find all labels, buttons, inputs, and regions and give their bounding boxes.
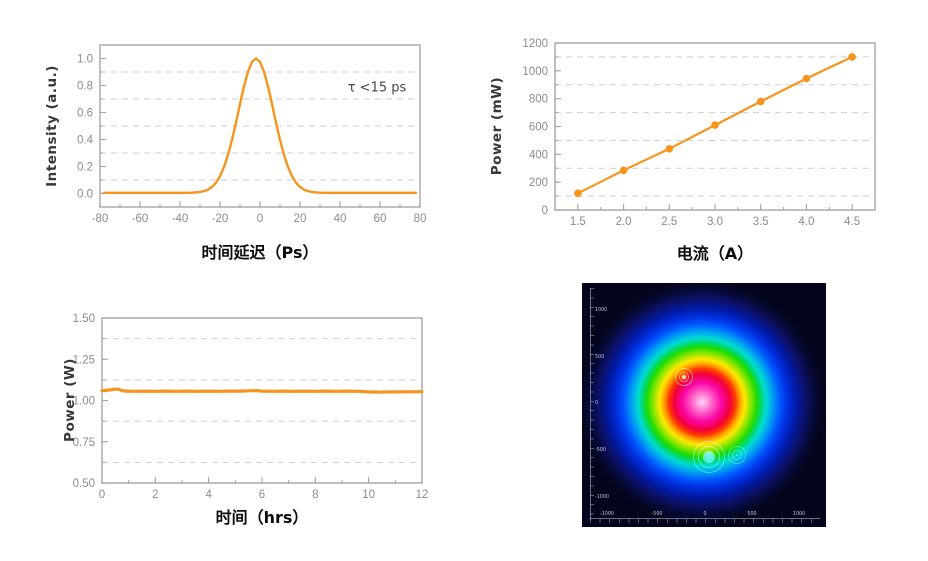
x-tick-label: 2 <box>152 489 158 501</box>
x-tick-label: 8 <box>312 489 318 501</box>
x-tick-label: 60 <box>374 213 387 225</box>
chart-power-stability: 0 2 4 6 8 10 12 0.50 0.75 1.00 1.25 1.50 <box>73 313 429 501</box>
x-tick-label: 3.5 <box>753 216 769 228</box>
beam-x-tick-label: -500 <box>651 510 663 517</box>
beam-y-axis-line <box>590 288 591 520</box>
x-tick-label: 2.5 <box>661 216 677 228</box>
x-tick-label: 1.5 <box>570 216 586 228</box>
data-point <box>574 189 582 198</box>
y-tick-label: 1.00 <box>73 396 95 408</box>
beam-y-tick-label: 500 <box>595 353 605 360</box>
y-tick-label: 1.50 <box>73 313 95 325</box>
x-tick-label: 12 <box>416 489 429 501</box>
beam-y-tick-label: -1000 <box>595 493 609 500</box>
x-axis-title-power-stability: 时间（hrs） <box>215 508 309 527</box>
data-point <box>802 74 811 83</box>
y-tick-label: 1.0 <box>77 54 93 66</box>
x-tick-label: -20 <box>212 213 229 225</box>
y-tick-label: 200 <box>529 177 548 189</box>
y-axis-title-power-current: Power (mW) <box>489 76 505 176</box>
plot-frame <box>101 317 423 484</box>
x-axis-title-autocorrelation: 时间延迟（Ps） <box>201 243 319 262</box>
y-tick-label: 0.75 <box>73 437 95 449</box>
beam-x-tick-label: 500 <box>747 510 757 517</box>
x-tick-label: -40 <box>172 213 189 225</box>
x-tick-label: 80 <box>414 213 427 225</box>
data-point <box>756 97 765 106</box>
series-pulse-intensity <box>102 57 418 195</box>
interference-ring-bottom-right <box>725 443 749 467</box>
x-tick-label: 0 <box>257 213 263 225</box>
x-tick-label: 0 <box>99 489 105 501</box>
y-tick-label: 0 <box>542 205 548 217</box>
x-tick-label: 20 <box>294 213 307 225</box>
beam-x-tick-label: -1000 <box>600 510 614 517</box>
x-tick-label: 40 <box>334 213 347 225</box>
y-axis-title-power-stability: Power (W) <box>62 358 78 442</box>
beam-y-tick-label: -500 <box>595 446 606 453</box>
data-point <box>848 53 856 61</box>
y-tick-label: 0.2 <box>77 162 93 174</box>
x-tick-label: 4.0 <box>798 216 814 228</box>
chart-autocorrelation: -80 -60 -40 -20 0 20 40 60 80 0.0 0.2 0.4 0.6 0.8 1.0 <box>77 44 427 225</box>
x-tick-label: 4.5 <box>844 216 860 228</box>
x-axis-title-power-current: 电流（A） <box>676 244 754 263</box>
y-tick-label: 400 <box>529 149 548 161</box>
y-tick-label: 0.50 <box>73 478 95 490</box>
y-tick-label: 600 <box>529 122 548 134</box>
y-tick-label: 1200 <box>522 38 548 50</box>
data-point <box>665 145 674 153</box>
beam-spot-gradient <box>582 283 826 527</box>
x-tick-label: 10 <box>362 489 375 501</box>
beam-x-tick-label: 0 <box>703 510 707 517</box>
y-tick-label: 0.8 <box>77 81 93 93</box>
beam-y-axis-ticks <box>590 288 594 520</box>
beam-x-tick-label: 1000 <box>792 510 806 517</box>
x-tick-label: 4 <box>205 489 212 501</box>
series-power-vs-time <box>100 387 424 394</box>
y-axis-title-autocorrelation: Intensity (a.u.) <box>44 65 60 187</box>
data-point <box>619 166 628 175</box>
y-tick-label: 0.4 <box>77 135 94 147</box>
beam-x-axis-ticks <box>590 519 820 523</box>
x-tick-label: -60 <box>132 213 149 225</box>
y-tick-label: 0.0 <box>77 189 93 201</box>
beam-profile-image: 1000 500 0 -500 -1000 -1000 -500 0 500 1… <box>582 283 826 527</box>
pulse-width-annotation: τ <15 ps <box>347 80 407 96</box>
y-tick-label: 800 <box>529 94 548 106</box>
x-tick-label: 6 <box>259 489 265 501</box>
interference-ring-top <box>673 366 695 388</box>
chart-power-current: 1.5 2.0 2.5 3.0 3.5 4.0 4.5 0 200 400 600 800 1000 12… <box>522 38 876 228</box>
x-tick-label: 2.0 <box>616 216 632 228</box>
y-tick-label: 1000 <box>522 66 548 78</box>
y-tick-label: 1.25 <box>73 354 95 366</box>
interference-ring-bottom-left <box>693 441 725 473</box>
x-tick-label: 3.0 <box>707 216 723 228</box>
beam-y-tick-label: 0 <box>595 399 599 406</box>
beam-x-axis-line <box>590 518 820 519</box>
beam-y-tick-label: 1000 <box>595 306 608 313</box>
data-point <box>711 121 719 129</box>
y-tick-label: 0.6 <box>77 108 93 120</box>
x-tick-label: -80 <box>92 213 109 225</box>
